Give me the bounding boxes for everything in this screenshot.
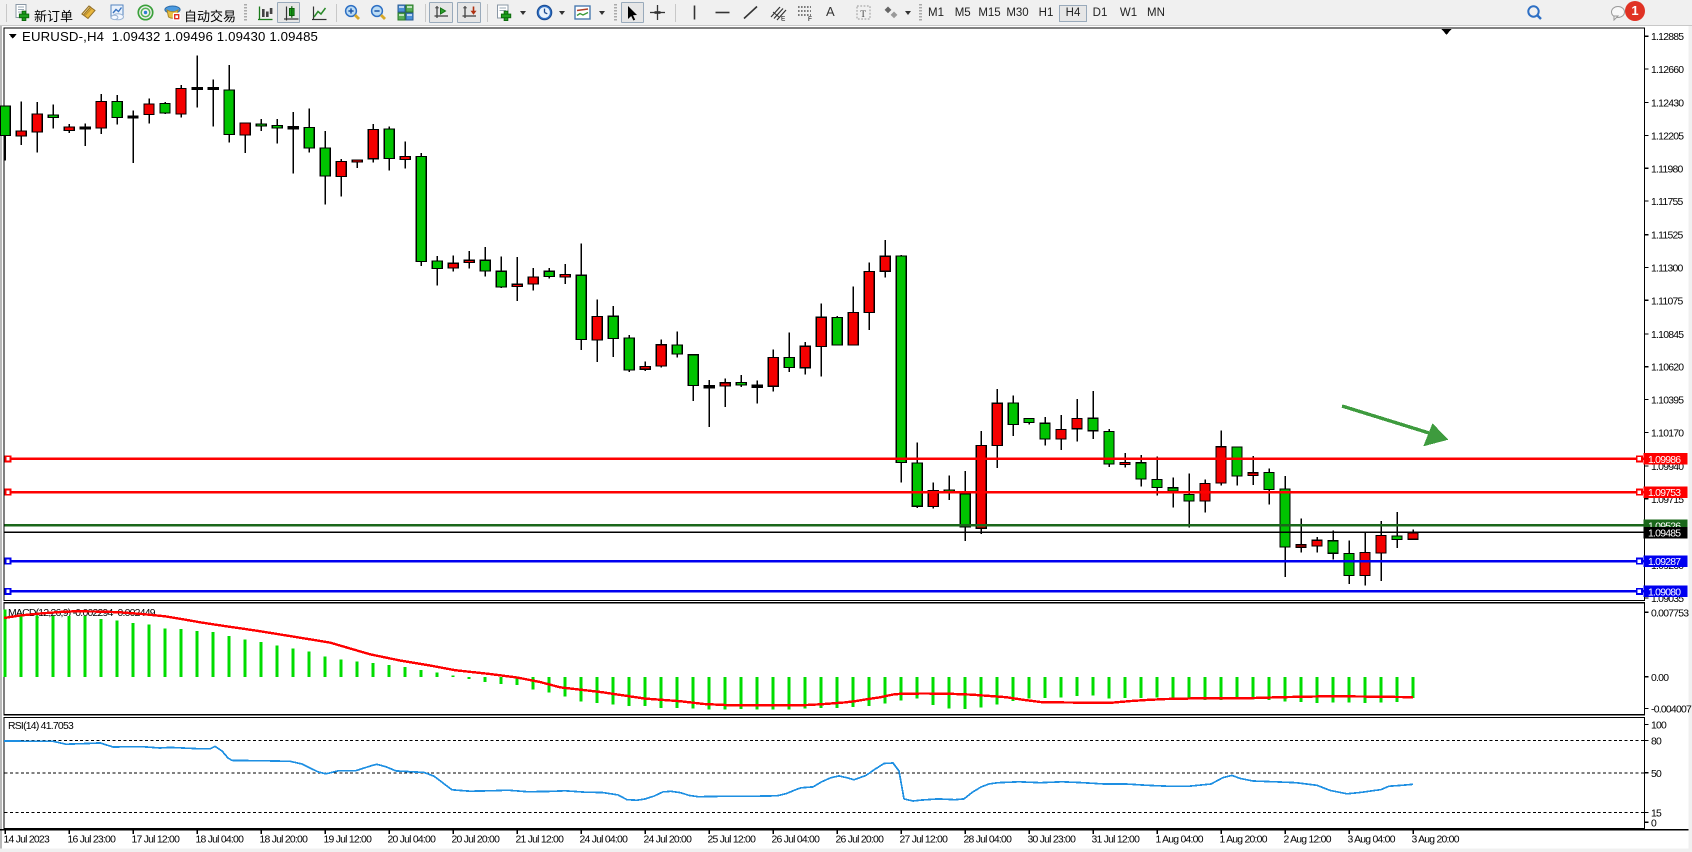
svg-text:18 Jul 04:00: 18 Jul 04:00 bbox=[196, 835, 245, 846]
svg-text:F: F bbox=[808, 16, 812, 21]
svg-text:20 Jul 20:00: 20 Jul 20:00 bbox=[452, 835, 501, 846]
svg-text:50: 50 bbox=[1651, 769, 1662, 780]
svg-text:17 Jul 12:00: 17 Jul 12:00 bbox=[132, 835, 181, 846]
svg-text:1.10620: 1.10620 bbox=[1651, 363, 1684, 374]
svg-text:1.09485: 1.09485 bbox=[1648, 529, 1681, 540]
svg-text:1.11755: 1.11755 bbox=[1651, 197, 1684, 208]
svg-text:100: 100 bbox=[1651, 720, 1667, 731]
svg-text:1.11300: 1.11300 bbox=[1651, 264, 1684, 275]
svg-text:27 Jul 12:00: 27 Jul 12:00 bbox=[900, 835, 949, 846]
svg-text:20 Jul 04:00: 20 Jul 04:00 bbox=[388, 835, 437, 846]
svg-text:18 Jul 20:00: 18 Jul 20:00 bbox=[260, 835, 309, 846]
svg-text:1.12885: 1.12885 bbox=[1651, 32, 1684, 43]
svg-text:31 Jul 12:00: 31 Jul 12:00 bbox=[1092, 835, 1141, 846]
svg-text:1.09035: 1.09035 bbox=[1651, 594, 1684, 605]
svg-text:19 Jul 12:00: 19 Jul 12:00 bbox=[324, 835, 373, 846]
svg-text:E: E bbox=[781, 16, 786, 22]
svg-text:15: 15 bbox=[1651, 808, 1662, 819]
svg-text:80: 80 bbox=[1651, 737, 1662, 748]
svg-text:RSI(14) 41.7053: RSI(14) 41.7053 bbox=[8, 721, 74, 732]
svg-text:1.09940: 1.09940 bbox=[1651, 462, 1684, 473]
svg-text:16 Jul 23:00: 16 Jul 23:00 bbox=[68, 835, 117, 846]
svg-text:MACD(12,26,9) -0.002294 -0.002: MACD(12,26,9) -0.002294 -0.002449 bbox=[8, 608, 156, 619]
svg-text:1.10170: 1.10170 bbox=[1651, 428, 1684, 439]
svg-text:26 Jul 04:00: 26 Jul 04:00 bbox=[772, 835, 821, 846]
svg-text:1.11980: 1.11980 bbox=[1651, 164, 1684, 175]
svg-text:1 Aug 20:00: 1 Aug 20:00 bbox=[1220, 835, 1268, 846]
svg-text:0.00: 0.00 bbox=[1651, 673, 1669, 684]
svg-text:1.12430: 1.12430 bbox=[1651, 99, 1684, 110]
svg-text:1.11075: 1.11075 bbox=[1651, 296, 1684, 307]
svg-text:14 Jul 2023: 14 Jul 2023 bbox=[4, 835, 50, 846]
svg-text:3 Aug 20:00: 3 Aug 20:00 bbox=[1412, 835, 1460, 846]
svg-text:24 Jul 04:00: 24 Jul 04:00 bbox=[580, 835, 629, 846]
svg-text:1.12205: 1.12205 bbox=[1651, 131, 1684, 142]
svg-text:EURUSD-,H4 1.09432 1.09496 1.: EURUSD-,H4 1.09432 1.09496 1.09430 1.094… bbox=[22, 29, 318, 44]
svg-text:3 Aug 04:00: 3 Aug 04:00 bbox=[1348, 835, 1396, 846]
svg-text:1.09753: 1.09753 bbox=[1648, 488, 1681, 499]
svg-text:2 Aug 12:00: 2 Aug 12:00 bbox=[1284, 835, 1332, 846]
svg-text:24 Jul 20:00: 24 Jul 20:00 bbox=[644, 835, 693, 846]
svg-text:1.10395: 1.10395 bbox=[1651, 396, 1684, 407]
svg-text:T: T bbox=[860, 10, 866, 20]
svg-text:30 Jul 23:00: 30 Jul 23:00 bbox=[1028, 835, 1077, 846]
svg-text:1.12660: 1.12660 bbox=[1651, 65, 1684, 76]
svg-text:1.10845: 1.10845 bbox=[1651, 330, 1684, 341]
svg-text:1.09287: 1.09287 bbox=[1648, 557, 1681, 568]
svg-text:1 Aug 04:00: 1 Aug 04:00 bbox=[1156, 835, 1204, 846]
svg-text:1.09715: 1.09715 bbox=[1651, 495, 1684, 506]
svg-text:1.11525: 1.11525 bbox=[1651, 231, 1684, 242]
svg-text:25 Jul 12:00: 25 Jul 12:00 bbox=[708, 835, 757, 846]
svg-text:26 Jul 20:00: 26 Jul 20:00 bbox=[836, 835, 885, 846]
svg-text:0: 0 bbox=[1651, 818, 1657, 829]
svg-text:1.09080: 1.09080 bbox=[1648, 587, 1681, 598]
svg-text:1.09986: 1.09986 bbox=[1648, 455, 1681, 466]
svg-text:21 Jul 12:00: 21 Jul 12:00 bbox=[516, 835, 565, 846]
svg-text:28 Jul 04:00: 28 Jul 04:00 bbox=[964, 835, 1013, 846]
svg-text:-0.004007: -0.004007 bbox=[1651, 704, 1692, 715]
svg-text:0.007753: 0.007753 bbox=[1651, 608, 1689, 619]
